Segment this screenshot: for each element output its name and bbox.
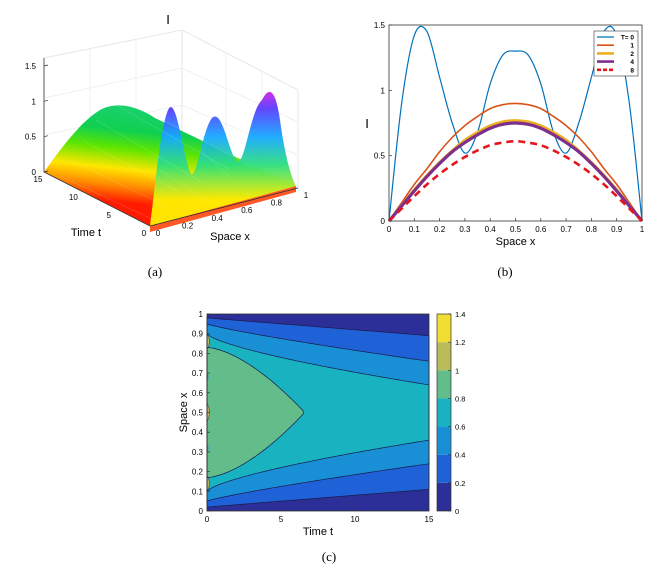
panel-c-colorbar-segment-2 [437,426,451,455]
panel-c-colorbar-tick-label: 0 [455,507,459,516]
panel-a-z-label: I [166,12,170,27]
panel-c-colorbar-tick-label: 1 [455,366,459,375]
panel-b-x-tick-label: 1 [640,225,645,234]
panel-c-y-tick-label: 0.6 [192,389,204,398]
panel-b-y-tick-label: 1 [381,86,386,95]
panel-a-time-tick-label: 5 [106,211,111,220]
panel-b-line-chart: 0 0.1 0.2 0.3 0.4 0.5 0.6 0.7 0.8 0.9 1 0 0.5 1 1.5 Spa… [365,21,645,248]
panel-b-x-tick-label: 0.9 [611,225,623,234]
panel-b-y-tick-label: 1.5 [374,21,386,30]
panel-a-space-tick-label: 0 [156,229,161,238]
panel-a-space-label: Space x [210,231,250,243]
caption-a: (a) [148,264,162,279]
panel-a-space-tick-label: 1 [304,191,309,200]
panel-c-x-tick-label: 0 [205,515,210,524]
panel-c-y-tick-label: 0.2 [192,468,204,477]
panel-b-series-line-1 [388,102,643,222]
panel-b-y-label: I [365,116,369,131]
panel-c-y-tick-label: 0.1 [192,487,204,496]
panel-c-colorbar-tick-label: 0.2 [455,479,465,488]
panel-c-colorbar-tick-label: 1.2 [455,338,465,347]
panel-c-y-tick-label: 0.9 [192,330,204,339]
panel-b-legend-label: 1 [630,43,634,50]
panel-b-x-tick-label: 0.7 [561,225,573,234]
panel-a-space-tick-label: 0.8 [271,199,283,208]
panel-a-z-tick-label: 1 [32,97,37,106]
panel-b-x-label: Space x [496,236,536,248]
panel-a-space-tick-label: 0.6 [241,206,253,215]
panel-c-level-3-region [207,333,429,492]
panel-b-legend-label: 2 [630,51,634,58]
panel-c-x-label: Time t [303,526,333,538]
panel-c-y-tick-label: 0.8 [192,349,204,358]
panel-c-colorbar-segment-5 [437,342,451,371]
panel-c-colorbar-segment-4 [437,370,451,399]
panel-b-x-tick-label: 0 [387,225,392,234]
panel-a-time-axis [43,171,151,227]
panel-c-colorbar-segment-1 [437,454,451,483]
panel-a-space-tick-label: 0.4 [212,214,224,223]
panel-a-z-tick-label: 0 [32,168,37,177]
panel-c-contour-plot: 0 5 10 1500.10.20.30.40.50.60.70.80.91Time … [178,310,465,538]
panel-c-level-4-region [207,347,304,478]
panel-c-y-tick-label: 0.4 [192,428,204,437]
panel-c-x-tick-label: 10 [351,515,360,524]
panel-b-legend-label: 4 [630,59,634,66]
panel-c-colorbar-tick-label: 1.4 [455,310,465,319]
panel-c-x-tick-label: 15 [425,515,434,524]
panel-c-colorbar: 0 0.2 0.4 0.6 0.8 1 1.2 1.4 [436,310,465,516]
panel-b-series-line-3 [387,121,644,223]
panel-a-z-tick-label: 0.5 [25,133,37,142]
panel-c-y-tick-label: 0.5 [192,409,204,418]
panel-b-x-tick-label: 0.8 [586,225,598,234]
panel-a-initial-ridge [150,91,296,227]
panel-b-y-tick-label: 0 [381,217,386,226]
panel-b-y-tick-label: 0.5 [374,152,386,161]
panel-a-z-tick-label: 1.5 [25,62,37,71]
panel-a-space-axis [149,187,299,227]
panel-b-x-tick-label: 0.3 [459,225,471,234]
panel-c-y-tick-label: 0.7 [192,369,204,378]
panel-c-contour-line-4 [206,347,304,478]
panel-c-colorbar-segment-0 [437,482,451,511]
panel-b-legend-label: T= 0 [621,35,635,42]
caption-c: (c) [322,549,336,564]
panel-c-colorbar-segment-3 [437,398,451,427]
panel-c-colorbar-tick-label: 0.8 [455,394,465,403]
panel-c-x-tick-label: 5 [279,515,284,524]
panel-a-time-tick-label: 0 [142,229,147,238]
panel-c-colorbar-tick-label: 0.4 [455,451,465,460]
panel-b-legend-label: 8 [630,67,634,74]
panel-b-x-tick-label: 0.6 [535,225,547,234]
panel-b-x-tick-label: 0.5 [510,225,522,234]
panel-b-x-tick-label: 0.2 [434,225,446,234]
caption-b: (b) [497,264,512,279]
panel-a-time-tick-label: 10 [69,193,78,202]
panel-b-x-tick-label: 0.1 [409,225,421,234]
panel-a-time-tick-label: 15 [34,175,43,184]
panel-b-x-tick-label: 0.4 [485,225,497,234]
panel-c-y-tick-label: 0 [199,507,204,516]
panel-a-time-label: Time t [71,227,101,239]
panel-c-y-tick-label: 0.3 [192,448,204,457]
panel-c-y-tick-label: 1 [199,310,204,319]
panel-c-colorbar-tick-label: 0.6 [455,423,465,432]
panel-a-space-tick-label: 0.2 [182,221,194,230]
panel-c-y-label: Space x [178,392,190,432]
panel-c-colorbar-segment-6 [437,314,451,343]
